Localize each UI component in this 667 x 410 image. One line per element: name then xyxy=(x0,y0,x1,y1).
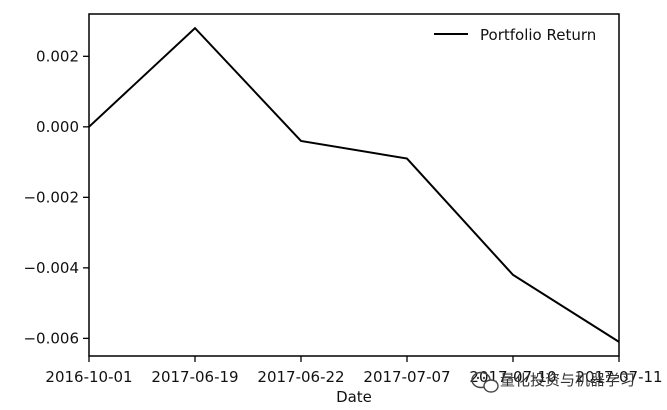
x-axis-label: Date xyxy=(336,388,372,406)
x-tick-label: 2017-06-22 xyxy=(257,368,344,386)
x-axis: 2016-10-01 2017-06-19 2017-06-22 2017-07-07… xyxy=(45,356,663,386)
legend-label: Portfolio Return xyxy=(480,26,596,44)
y-tick-label: 0.002 xyxy=(36,47,79,65)
x-tick-label: 2017-07-07 xyxy=(363,368,450,386)
y-tick-label: −0.002 xyxy=(23,188,79,206)
x-tick-label: 2017-07-11 xyxy=(575,368,662,386)
legend: Portfolio Return xyxy=(434,26,596,44)
y-axis: 0.002 0.000 −0.002 −0.004 −0.006 xyxy=(23,47,89,347)
series-line xyxy=(88,26,620,343)
y-tick-label: −0.004 xyxy=(23,259,79,277)
y-tick-label: −0.006 xyxy=(23,329,79,347)
wechat-icon xyxy=(471,371,499,393)
y-tick-label: 0.000 xyxy=(36,118,79,136)
plot-area xyxy=(88,13,620,357)
watermark: 量化投资与机器学习 xyxy=(471,371,635,393)
x-tick-label: 2017-06-19 xyxy=(151,368,238,386)
series-group xyxy=(88,26,620,343)
watermark-text: 量化投资与机器学习 xyxy=(500,371,635,389)
x-tick-label: 2016-10-01 xyxy=(45,368,132,386)
